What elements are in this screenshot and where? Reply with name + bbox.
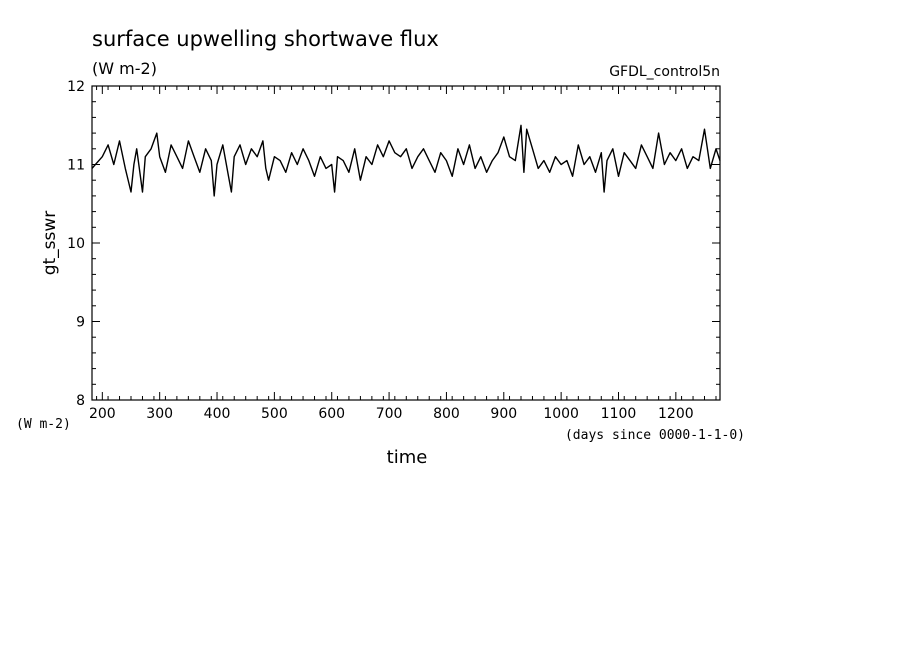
x-tick-label: 400 [204,406,231,422]
dataset-label: GFDL_control5n [609,64,720,80]
y-tick-label: 8 [76,393,85,409]
x-tick-label: 1200 [658,406,694,422]
x-tick-label: 300 [146,406,173,422]
x-units-label: (days since 0000-1-1-0) [565,428,745,443]
x-tick-label: 500 [261,406,288,422]
x-tick-label: 800 [433,406,460,422]
y-tick-label: 9 [76,315,85,331]
x-tick-label: 900 [490,406,517,422]
y-axis-ticks: 8 9 10 11 12 [67,79,720,409]
y-tick-label: 12 [67,79,85,95]
x-tick-label: 600 [318,406,345,422]
chart-title: surface upwelling shortwave flux [92,27,439,51]
x-axis-label: time [387,447,428,468]
series-line [91,124,721,197]
plot-frame [91,85,721,401]
y-axis-label: gt_sswr [40,211,60,276]
y-tick-label: 10 [67,236,85,252]
x-tick-label: 1100 [601,406,637,422]
x-tick-label: 200 [89,406,116,422]
chart-subtitle: (W m-2) [92,59,157,78]
x-axis-ticks: 200 300 400 500 600 700 800 900 1000 1100 1200 [89,86,717,422]
y-units-label: (W m-2) [16,417,71,432]
y-tick-label: 11 [67,158,85,174]
x-tick-label: 700 [376,406,403,422]
x-tick-label: 1000 [543,406,579,422]
